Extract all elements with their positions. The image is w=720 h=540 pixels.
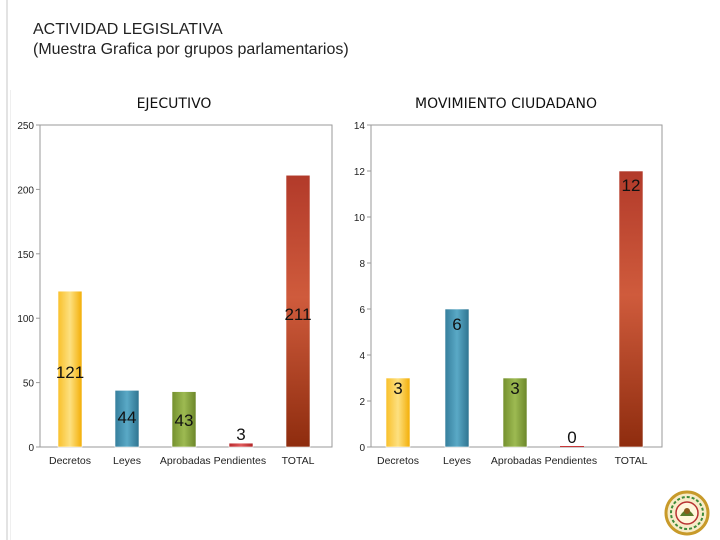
- y-tick-label: 200: [17, 185, 34, 196]
- y-tick-label: 0: [28, 443, 34, 454]
- seal-icon: [664, 490, 710, 536]
- bar-aprobadas: [171, 391, 197, 448]
- chart-ejecutivo: EJECUTIVO 0 50 100 150 200 250 Decretos Leyes TOT…: [17, 96, 333, 467]
- data-label: 12: [622, 176, 641, 195]
- y-tick-label: 150: [17, 250, 34, 261]
- data-label: 3: [393, 379, 402, 398]
- bar-pendientes: [560, 446, 584, 447]
- data-label: 3: [510, 379, 519, 398]
- y-tick-label: 14: [354, 121, 366, 132]
- y-tick-label: 50: [23, 379, 35, 390]
- bar-aprobadas: [502, 377, 528, 448]
- data-label: 3: [236, 425, 245, 444]
- y-tick-label: 12: [354, 167, 366, 178]
- bar-pendientes: [228, 442, 254, 448]
- x-tick-label: Aprobadas Pendientes: [491, 455, 597, 467]
- bar-decretos: [385, 377, 411, 448]
- y-tick-label: 250: [17, 121, 34, 132]
- data-label: 44: [118, 408, 137, 427]
- x-tick-label: Leyes: [443, 455, 471, 467]
- y-tick-label: 8: [359, 259, 365, 270]
- x-tick-label: Aprobadas Pendientes: [160, 455, 266, 467]
- bar-total: [618, 170, 644, 448]
- x-tick-label: Decretos: [49, 455, 91, 467]
- y-tick-label: 100: [17, 314, 34, 325]
- data-label: 121: [56, 363, 84, 382]
- chart-movimiento-ciudadano: MOVIMIENTO CIUDADANO 0 2 4 6 8 10 12 14 Decretos L…: [354, 96, 663, 467]
- data-label: 6: [452, 315, 461, 334]
- chart-title: MOVIMIENTO CIUDADANO: [415, 96, 597, 112]
- data-label: 211: [284, 305, 311, 324]
- y-tick-label: 2: [359, 397, 365, 408]
- page-title-line1: ACTIVIDAD LEGISLATIVA: [33, 21, 223, 38]
- bar-decretos: [57, 290, 83, 448]
- slide-left-rule-inner: [10, 90, 11, 540]
- y-tick-label: 4: [359, 351, 365, 362]
- slide-left-rule: [6, 0, 8, 540]
- x-tick-label: Decretos: [377, 455, 419, 467]
- bar-leyes: [114, 390, 140, 448]
- bar-leyes: [444, 308, 470, 448]
- page-title: ACTIVIDAD LEGISLATIVA (Muestra Grafica p…: [33, 20, 349, 60]
- page-title-line2: (Muestra Grafica por grupos parlamentari…: [33, 41, 349, 58]
- y-tick-label: 6: [359, 305, 365, 316]
- data-label: 43: [175, 411, 194, 430]
- y-tick-label: 0: [359, 443, 365, 454]
- chart-title: EJECUTIVO: [137, 96, 212, 112]
- data-label: 0: [567, 428, 576, 447]
- bar-total: [285, 174, 311, 448]
- x-tick-label: TOTAL: [282, 455, 315, 467]
- x-tick-label: TOTAL: [615, 455, 648, 467]
- x-tick-label: Leyes: [113, 455, 141, 467]
- y-tick-label: 10: [354, 213, 366, 224]
